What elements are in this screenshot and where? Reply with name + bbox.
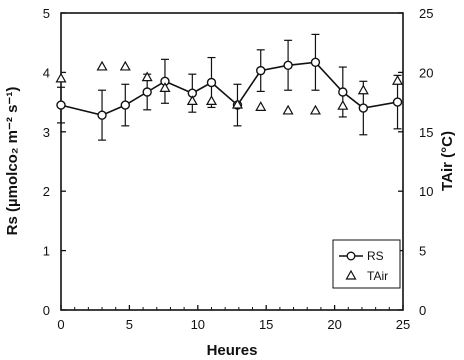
y2-tick-label: 15 <box>419 125 433 140</box>
y-tick-label: 3 <box>43 125 50 140</box>
y-tick-label: 4 <box>43 65 50 80</box>
y-tick-label: 1 <box>43 244 50 259</box>
y2-tick-label: 10 <box>419 184 433 199</box>
rs-point <box>338 87 348 97</box>
tair-point <box>337 99 349 110</box>
y2-tick-label: 5 <box>419 244 426 259</box>
tair-point <box>309 104 321 115</box>
tair-point <box>255 101 267 111</box>
x-tick-label: 15 <box>259 317 273 332</box>
tair-point <box>55 72 67 83</box>
tair-series-points <box>55 60 404 115</box>
y-tick-label: 5 <box>43 6 50 21</box>
tair-point <box>159 82 171 92</box>
legend-tair-marker <box>345 269 357 280</box>
rs-point <box>392 97 403 107</box>
y2-axis-ticks: 0 5 10 15 20 25 <box>398 6 433 318</box>
legend: RS TAir <box>332 239 401 289</box>
rs-point <box>256 65 266 76</box>
y-axis-ticks: 0 1 2 3 4 5 <box>43 6 66 318</box>
tair-point <box>96 60 108 71</box>
x-tick-label: 25 <box>396 317 410 332</box>
y2-tick-label: 25 <box>419 6 433 21</box>
tair-point <box>357 84 369 95</box>
x-axis-ticks: 0 5 10 15 20 25 <box>57 305 410 332</box>
rs-point <box>142 87 152 97</box>
tair-point <box>141 71 153 82</box>
tair-point <box>392 74 404 85</box>
rs-series-line <box>60 61 398 117</box>
tair-point <box>231 98 243 109</box>
x-axis-title: Heures <box>207 342 258 359</box>
x-tick-label: 10 <box>191 317 205 332</box>
y2-tick-label: 20 <box>419 65 433 80</box>
plot-frame <box>60 12 404 311</box>
legend-box <box>332 239 401 289</box>
rs-point <box>358 103 369 113</box>
y2-axis-title: TAir (°C) <box>439 131 456 191</box>
y-tick-label: 0 <box>43 303 50 318</box>
tair-point <box>282 104 294 115</box>
tair-point <box>205 95 218 106</box>
rs-point <box>97 110 107 120</box>
x-tick-label: 5 <box>126 317 133 332</box>
legend-tair-label: TAir <box>367 269 388 283</box>
rs-series-points <box>56 57 403 120</box>
y2-tick-label: 0 <box>419 303 426 318</box>
legend-rs-label: RS <box>367 249 384 263</box>
x-tick-label: 0 <box>57 317 64 332</box>
rs-point <box>283 60 293 70</box>
rs-error-bars <box>57 33 402 141</box>
y-axis-title: Rs (µmolco₂ m⁻² s⁻¹) <box>4 87 21 236</box>
rs-point <box>206 77 217 88</box>
rs-point <box>120 100 130 110</box>
x-tick-label: 20 <box>327 317 341 332</box>
y-tick-label: 2 <box>43 184 50 199</box>
rs-point <box>310 57 321 68</box>
legend-rs-marker <box>346 251 356 261</box>
rs-point <box>56 100 66 110</box>
tair-point <box>186 95 198 106</box>
tair-point <box>119 60 131 71</box>
